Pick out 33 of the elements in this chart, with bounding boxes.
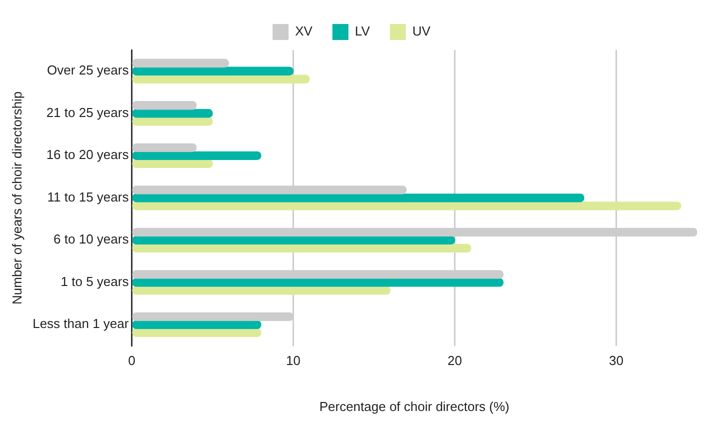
y-tick-label: 11 to 15 years — [47, 189, 130, 204]
bar — [132, 286, 390, 295]
x-tick-label: 0 — [128, 353, 136, 368]
bar — [132, 202, 682, 210]
x-tick-label: 10 — [286, 353, 300, 368]
x-tick-label: 20 — [448, 353, 462, 368]
bar — [132, 109, 213, 118]
y-tick-label: Over 25 years — [47, 62, 130, 78]
legend-label: LV — [354, 24, 370, 39]
bar — [132, 74, 310, 84]
bar — [132, 58, 229, 68]
bar — [132, 244, 472, 252]
y-axis-title: Number of years of choir directorship — [9, 91, 24, 304]
legend-label: UV — [412, 24, 431, 39]
x-tick-label: 30 — [609, 353, 624, 368]
bar — [132, 278, 504, 287]
bar — [132, 236, 456, 244]
y-tick-label: 1 to 5 years — [60, 274, 130, 289]
bar — [132, 66, 294, 76]
bar — [132, 101, 197, 110]
y-tick-label: 21 to 25 years — [46, 104, 130, 120]
legend-label: XV — [295, 24, 313, 39]
y-tick-label: 16 to 20 years — [46, 147, 130, 162]
bar — [132, 117, 213, 126]
bar — [132, 194, 584, 202]
y-tick-label: 6 to 10 years — [54, 232, 130, 247]
bar — [132, 151, 262, 160]
bar — [132, 159, 213, 168]
bar — [132, 320, 262, 329]
bar — [132, 143, 197, 152]
bar — [132, 328, 262, 337]
x-axis-title: Percentage of choir directors (%) — [319, 398, 510, 414]
y-tick-label: Less than 1 year — [32, 316, 130, 332]
